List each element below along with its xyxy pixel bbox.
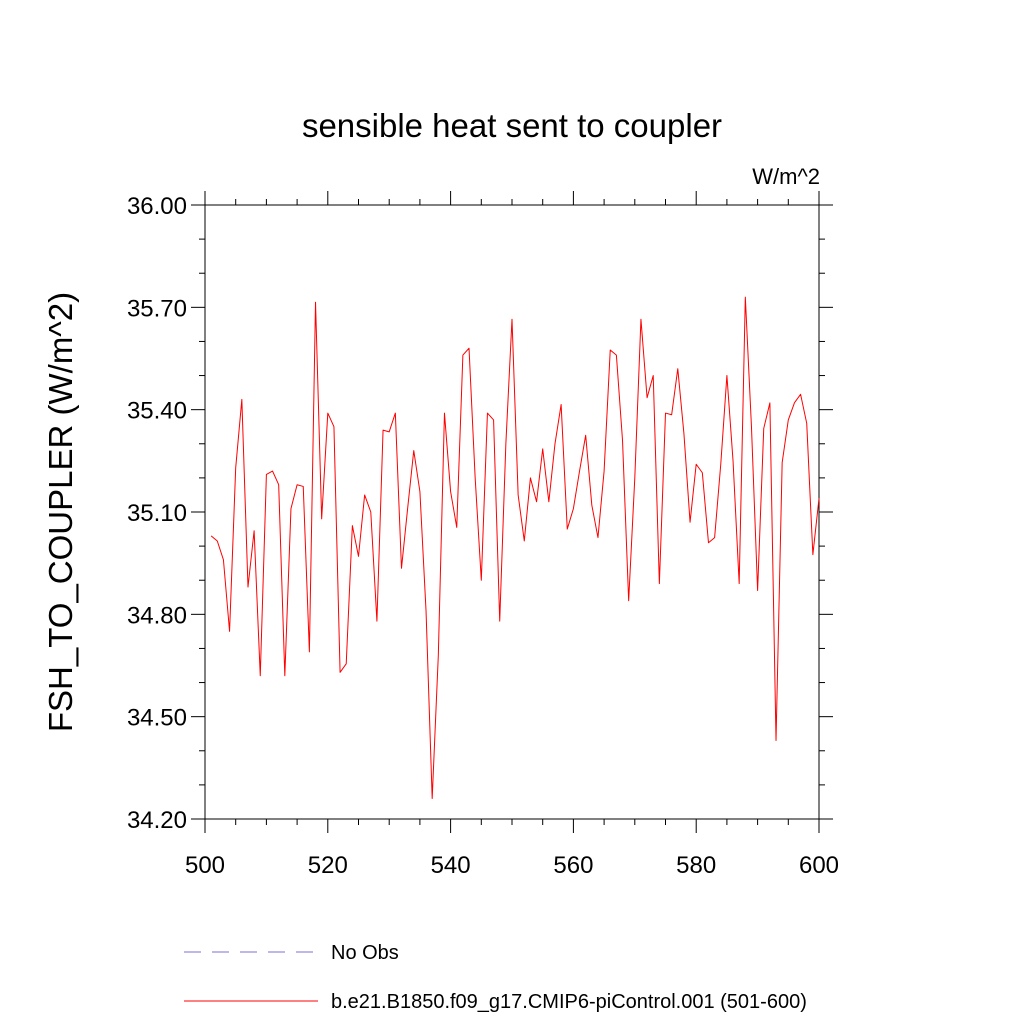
series-lines (210, 296, 820, 800)
axis-ticks (191, 191, 833, 833)
x-tick-label: 500 (185, 852, 225, 879)
y-tick-label: 36.00 (127, 193, 187, 220)
units-label: W/m^2 (752, 164, 820, 189)
y-tick-label: 34.50 (127, 705, 187, 732)
y-tick-label: 34.80 (127, 602, 187, 629)
y-tick-label: 34.20 (127, 807, 187, 834)
y-axis-label: FSH_TO_COUPLER (W/m^2) (42, 292, 79, 732)
y-tick-label: 35.40 (127, 398, 187, 425)
legend: No Obs b.e21.B1850.f09_g17.CMIP6-piContro… (184, 942, 807, 1013)
x-tick-label: 540 (431, 852, 471, 879)
x-tick-label: 560 (553, 852, 593, 879)
plot-frame (204, 204, 820, 820)
axis-tick-labels: 500 520 540 560 580 600 34.20 34.50 34.80 35.10 35… (127, 193, 839, 879)
x-tick-label: 580 (676, 852, 716, 879)
legend-label: b.e21.B1850.f09_g17.CMIP6-piControl.001 … (331, 991, 807, 1013)
x-tick-label: 520 (308, 852, 348, 879)
legend-label: No Obs (331, 942, 399, 964)
y-tick-label: 35.10 (127, 500, 187, 527)
x-tick-label: 600 (799, 852, 839, 879)
chart-title: sensible heat sent to coupler (302, 107, 722, 144)
series-line (210, 296, 820, 800)
y-tick-label: 35.70 (127, 295, 187, 322)
